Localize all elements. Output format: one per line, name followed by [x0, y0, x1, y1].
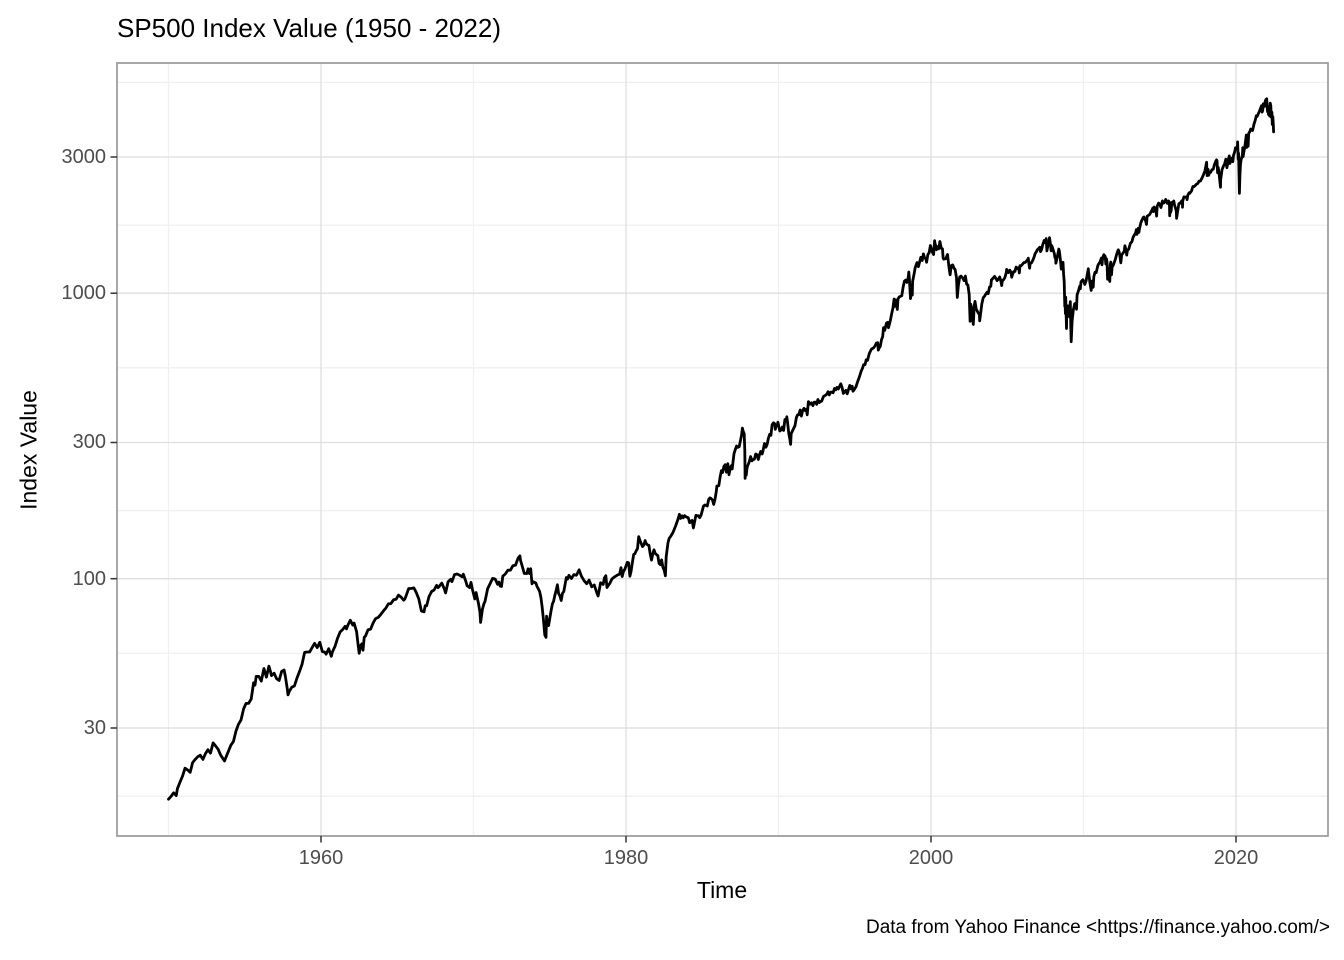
x-axis-title: Time	[696, 877, 748, 903]
x-tick-label: 1980	[603, 847, 649, 869]
y-tick-label: 1000	[61, 282, 107, 304]
panel-border	[116, 62, 1329, 837]
y-tick-label: 300	[72, 431, 106, 453]
y-tick-label: 30	[83, 717, 106, 739]
chart-title: SP500 Index Value (1950 - 2022)	[117, 13, 502, 43]
series-line-sp500	[167, 97, 1275, 801]
x-tick-label: 2000	[908, 847, 954, 869]
y-tick-label: 3000	[61, 146, 107, 168]
panel-background	[117, 63, 1328, 836]
chart-caption: Data from Yahoo Finance <https://finance…	[865, 917, 1330, 938]
x-tick-label: 1960	[298, 847, 344, 869]
x-tick-label: 2020	[1213, 847, 1259, 869]
y-tick-label: 100	[72, 568, 106, 590]
